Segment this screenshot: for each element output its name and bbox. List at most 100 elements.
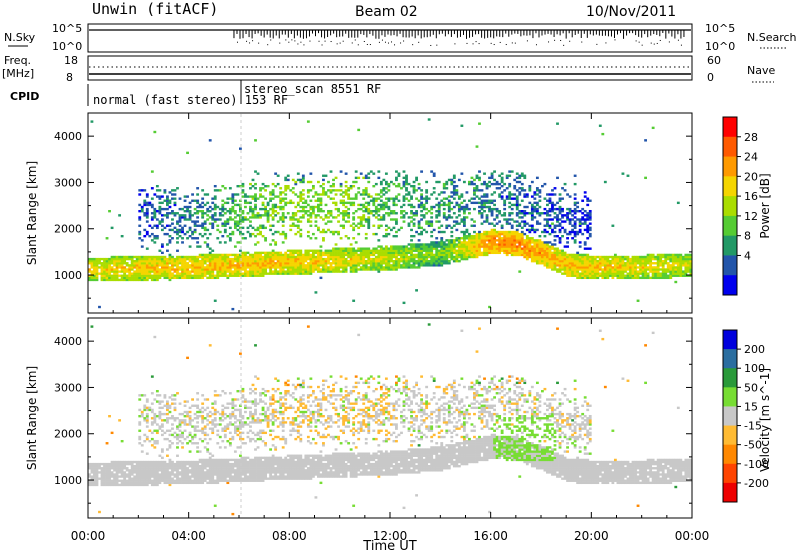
power-cell (294, 205, 298, 209)
power-cell (344, 205, 348, 209)
power-cell (583, 218, 587, 221)
power-cell (405, 253, 408, 257)
power-cell (435, 259, 439, 263)
power-cell (548, 199, 552, 202)
power-cell (148, 262, 152, 265)
power-cell (681, 274, 685, 277)
power-cell (221, 205, 225, 209)
power-cell (611, 276, 615, 280)
power-cell (649, 259, 653, 263)
power-cell (576, 251, 580, 255)
power-cell (523, 251, 527, 255)
power-cell (354, 253, 358, 257)
power-cell (309, 255, 313, 259)
power-cell (249, 270, 252, 273)
power-cell (503, 241, 507, 244)
power-cell (400, 212, 403, 215)
power-cell (556, 259, 559, 263)
velocity-cell (115, 460, 119, 464)
power-cell (344, 266, 348, 269)
power-cell (420, 230, 424, 234)
power-cell (344, 257, 348, 261)
power-cell (470, 234, 474, 238)
power-cell (337, 214, 340, 217)
power-cell (488, 239, 491, 242)
power-cell (581, 253, 585, 257)
power-cell (395, 268, 398, 271)
power-cell (415, 266, 418, 269)
power-cell (254, 139, 257, 142)
power-cell (311, 264, 315, 267)
power-cell (158, 189, 162, 192)
power-cell (317, 205, 320, 209)
power-cell (206, 264, 210, 267)
power-cell (168, 276, 172, 280)
power-cell (588, 257, 592, 261)
power-cell (135, 255, 139, 259)
power-cell (90, 264, 94, 267)
power-cell (679, 274, 683, 277)
power-cell (596, 268, 600, 271)
power-cell (435, 255, 439, 259)
power-cell (284, 259, 288, 263)
velocity-cell (95, 483, 99, 487)
power-cell (140, 274, 144, 277)
power-cell (450, 180, 454, 184)
power-cell (410, 239, 413, 242)
power-cell (395, 222, 398, 225)
power-cell (145, 220, 149, 223)
power-cell (294, 193, 298, 196)
power-cell (619, 255, 622, 259)
power-cell (259, 262, 262, 265)
power-cell (535, 189, 539, 192)
power-cell (576, 205, 580, 209)
power-cell (478, 189, 481, 192)
power-cell (359, 207, 363, 211)
power-cell (513, 193, 517, 196)
power-cell (294, 270, 298, 273)
power-cell (276, 220, 280, 223)
power-cell (425, 199, 429, 202)
power-cell (291, 216, 295, 219)
power-cell (452, 241, 456, 244)
power-cell (493, 243, 496, 246)
power-cell (457, 253, 461, 257)
velocity-cell (105, 467, 109, 470)
power-cell (198, 255, 202, 259)
power-cell (306, 268, 310, 271)
power-cell (596, 272, 600, 275)
power-cell (624, 270, 627, 273)
power-cell (332, 259, 335, 263)
power-cell (332, 268, 335, 271)
power-cell (591, 259, 595, 263)
power-cell (145, 257, 149, 261)
power-cell (530, 203, 534, 207)
power-cell (435, 216, 439, 219)
power-cell (339, 212, 343, 215)
power-cell (244, 195, 247, 198)
power-cell (427, 247, 431, 250)
velocity-cell (103, 467, 106, 470)
power-cell (415, 255, 418, 259)
power-cell (211, 262, 215, 265)
power-cell (402, 255, 406, 259)
power-cell (357, 226, 361, 230)
power-cell (359, 262, 363, 265)
power-cell (515, 249, 519, 252)
velocity-cell (93, 477, 96, 480)
power-cell (556, 216, 559, 219)
power-cell (505, 232, 509, 236)
power-cell (324, 203, 328, 207)
power-cell (143, 201, 147, 205)
power-cell (178, 255, 182, 259)
power-cell (689, 264, 693, 267)
power-cell (425, 197, 429, 200)
power-cell (211, 259, 215, 263)
velocity-cell (130, 479, 134, 482)
power-cell (98, 259, 101, 263)
power-cell (208, 139, 212, 142)
power-cell (246, 201, 250, 205)
power-cell (548, 209, 552, 213)
velocity-cell (93, 475, 96, 478)
power-cell (583, 209, 587, 213)
